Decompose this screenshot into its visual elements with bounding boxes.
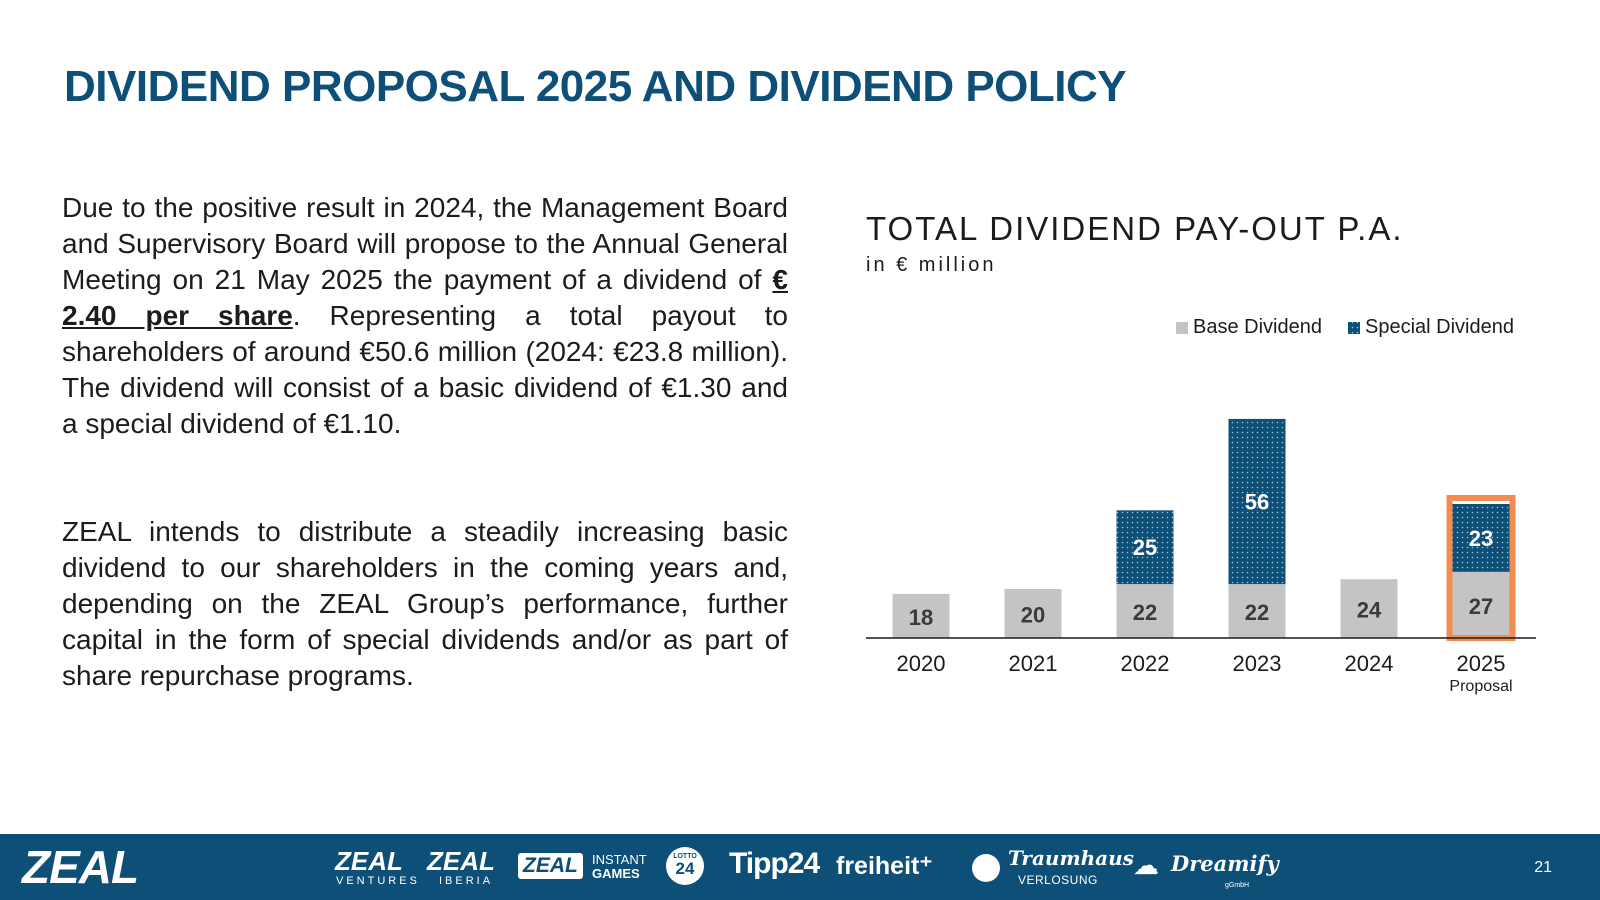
freiheit-text: freiheit⁺ bbox=[836, 852, 933, 880]
label-base-2024: 24 bbox=[1357, 598, 1382, 623]
label-base-2025: 27 bbox=[1469, 594, 1493, 619]
house-icon bbox=[972, 854, 1000, 882]
zeal-ventures-main: ZEAL bbox=[335, 846, 403, 876]
zeal-iberia-main: ZEAL bbox=[427, 846, 495, 876]
x-sublabel-2025: Proposal bbox=[1449, 678, 1512, 695]
dreamify-sub: gGmbH bbox=[1225, 882, 1250, 889]
tipp24-text: Tipp24 bbox=[729, 847, 820, 880]
dreamify-main: Dreamify bbox=[1171, 851, 1279, 876]
label-base-2023: 22 bbox=[1245, 600, 1269, 625]
lotto24-logo: LOTTO 24 bbox=[666, 847, 704, 885]
legend-label-special: Special Dividend bbox=[1365, 316, 1514, 338]
zeal-instant-box: ZEAL bbox=[518, 853, 583, 879]
bar-base-2024 bbox=[1340, 579, 1398, 638]
chart-title: TOTAL DIVIDEND PAY-OUT P.A. bbox=[866, 210, 1404, 247]
x-tick-2021: 2021 bbox=[1009, 651, 1058, 676]
chart-subtitle: in € million bbox=[866, 254, 997, 276]
cloud-icon: ☁ bbox=[1133, 850, 1159, 880]
x-tick-2023: 2023 bbox=[1233, 651, 1282, 676]
para1-text-after: . Representing a total payout to shareho… bbox=[62, 300, 788, 439]
bar-base-2020 bbox=[892, 593, 950, 638]
zeal-logo: ZEAL bbox=[22, 841, 139, 893]
games-label: GAMES bbox=[592, 866, 640, 881]
dividend-per-share-highlight: € 2.40 per share bbox=[62, 264, 788, 331]
label-base-2021: 20 bbox=[1021, 603, 1045, 628]
legend-swatch-base bbox=[1176, 322, 1188, 334]
slide-title: DIVIDEND PROPOSAL 2025 AND DIVIDEND POLI… bbox=[64, 62, 1127, 111]
label-special-2023: 56 bbox=[1245, 490, 1269, 515]
bar-base-2023 bbox=[1228, 584, 1286, 638]
page-number: 21 bbox=[1534, 859, 1552, 876]
lotto24-num: 24 bbox=[675, 859, 695, 878]
label-base-2022: 22 bbox=[1133, 600, 1157, 625]
bar-special-2023 bbox=[1228, 418, 1286, 585]
bar-special-2022 bbox=[1116, 510, 1174, 585]
dividend-chart: Base Dividend Special Dividend 18 20 222522… bbox=[866, 316, 1536, 695]
traumhaus-main: Traumhaus bbox=[1008, 846, 1134, 870]
x-tick-2025: 2025 bbox=[1457, 651, 1506, 676]
x-tick-2022: 2022 bbox=[1121, 651, 1170, 676]
dividend-proposal-paragraph: Due to the positive result in 2024, the … bbox=[62, 190, 788, 442]
bar-base-2021 bbox=[1004, 589, 1062, 638]
zeal-iberia-sub: IBERIA bbox=[439, 875, 494, 887]
bar-base-2025 bbox=[1452, 571, 1510, 638]
zeal-ventures-sub: VENTURES bbox=[336, 875, 420, 887]
legend-label-base: Base Dividend bbox=[1193, 316, 1322, 338]
x-tick-2024: 2024 bbox=[1345, 651, 1394, 676]
para1-text-before: Due to the positive result in 2024, the … bbox=[62, 192, 788, 295]
instant-label: INSTANT bbox=[592, 852, 647, 867]
label-base-2020: 18 bbox=[909, 605, 933, 630]
footer-bar: ZEAL ZEAL VENTURES ZEAL IBERIA ZEAL INST… bbox=[0, 834, 1600, 900]
bar-special-2025 bbox=[1452, 504, 1510, 572]
lotto24-top: LOTTO bbox=[673, 853, 697, 860]
dividend-policy-paragraph: ZEAL intends to distribute a steadily in… bbox=[62, 516, 788, 691]
x-tick-2020: 2020 bbox=[897, 651, 946, 676]
traumhaus-sub: VERLOSUNG bbox=[1018, 873, 1098, 887]
label-special-2022: 25 bbox=[1133, 535, 1157, 560]
bar-base-2022 bbox=[1116, 584, 1174, 638]
legend-swatch-special bbox=[1348, 322, 1360, 334]
label-special-2025: 23 bbox=[1469, 526, 1493, 551]
